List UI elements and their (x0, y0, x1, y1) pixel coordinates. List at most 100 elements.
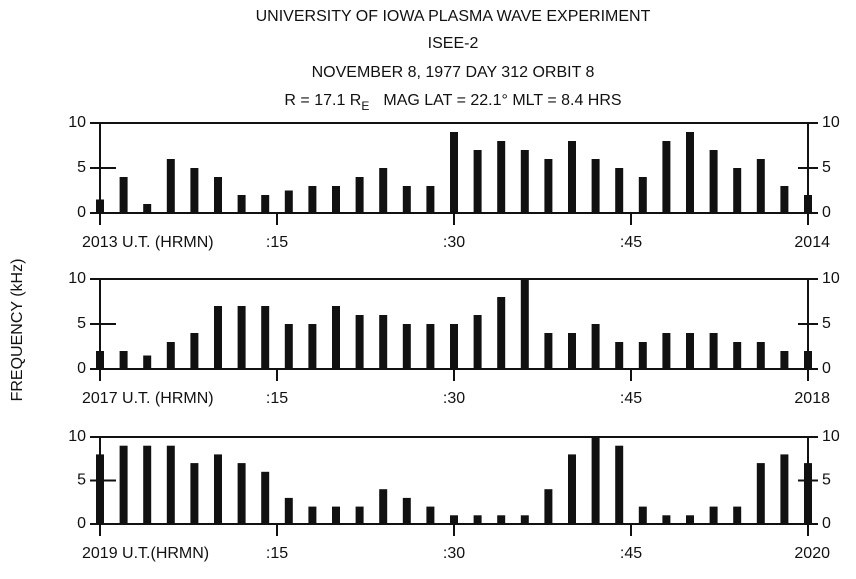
emission-streak (756, 463, 765, 524)
emission-streak (190, 463, 199, 524)
title: UNIVERSITY OF IOWA PLASMA WAVE EXPERIMEN… (256, 8, 651, 25)
emission-streak (804, 463, 812, 524)
emission-streak (332, 186, 340, 213)
emission-streak (426, 506, 435, 524)
emission-streak (497, 515, 506, 524)
emission-streak (143, 204, 152, 213)
emission-streak (166, 445, 175, 524)
emission-streak (450, 515, 458, 524)
x-tick-label: :45 (620, 234, 642, 251)
emission-streak (709, 333, 718, 369)
emission-streak (662, 333, 671, 369)
y-tick-label: 0 (77, 204, 86, 221)
emission-streak (379, 315, 388, 369)
x-tick-label: 2013 U.T. (HRMN) (82, 234, 214, 251)
x-tick-label: 2014 (794, 234, 830, 251)
emission-streak (709, 506, 718, 524)
emission-streak (355, 315, 364, 369)
emission-streak (379, 489, 388, 524)
subtitle: NOVEMBER 8, 1977 DAY 312 ORBIT 8 (312, 64, 595, 81)
y2-tick-label: 0 (822, 204, 831, 221)
emission-streak (190, 168, 199, 213)
emission-streak (733, 342, 742, 369)
x-tick-label: 2017 U.T. (HRMN) (82, 390, 214, 407)
emission-streak (780, 186, 789, 213)
emission-streak (591, 324, 600, 369)
emission-streak (544, 489, 553, 524)
subtitle: ISEE-2 (428, 35, 479, 52)
emission-streak (426, 324, 435, 369)
emission-streak (756, 342, 765, 369)
x-tick-label: 2018 (794, 390, 830, 407)
y2-tick-label: 5 (822, 472, 831, 489)
emission-streak (237, 463, 246, 524)
emission-streak (355, 177, 364, 213)
emission-streak (402, 324, 411, 369)
y-tick-label: 10 (68, 270, 86, 287)
x-tick-label: :15 (266, 545, 288, 562)
emission-streak (615, 342, 624, 369)
x-tick-label: :15 (266, 234, 288, 251)
emission-streak (355, 506, 364, 524)
emission-streak (332, 506, 340, 524)
emission-streak (96, 351, 104, 369)
emission-streak (214, 306, 222, 369)
y2-tick-label: 10 (822, 428, 840, 445)
plot-frame (99, 436, 809, 525)
x-tick-label: 2019 U.T.(HRMN) (82, 545, 209, 562)
emission-streak (214, 454, 222, 524)
emission-streak (733, 506, 742, 524)
y2-tick-label: 10 (822, 114, 840, 131)
emission-streak (143, 355, 152, 369)
emission-streak (119, 177, 128, 213)
emission-streak (473, 150, 482, 213)
emission-streak (473, 315, 482, 369)
y-axis-label: FREQUENCY (kHz) (9, 259, 26, 402)
emission-streak (261, 195, 270, 213)
emission-streak (284, 497, 293, 524)
emission-streak (544, 333, 553, 369)
orbit-text: MAG LAT = 22.1° MLT = 8.4 HRS (383, 92, 621, 109)
emission-streak (426, 186, 435, 213)
x-tick-label: :30 (443, 545, 465, 562)
emission-streak (520, 150, 529, 213)
y2-tick-label: 0 (822, 515, 831, 532)
emission-streak (662, 141, 671, 213)
orbit-text: R = 17.1 R (284, 92, 361, 109)
emission-streak (450, 132, 458, 213)
emission-streak (733, 168, 742, 213)
emission-streak (143, 445, 152, 524)
y2-tick-label: 5 (822, 315, 831, 332)
emission-streak (119, 351, 128, 369)
x-tick-label: :45 (620, 390, 642, 407)
emission-streak (237, 306, 246, 369)
emission-streak (615, 168, 624, 213)
emission-streak (709, 150, 718, 213)
emission-streak (284, 190, 293, 213)
emission-streak (473, 515, 482, 524)
emission-streak (804, 351, 812, 369)
y2-tick-label: 0 (822, 360, 831, 377)
emission-streak (214, 177, 222, 213)
emission-streak (237, 195, 246, 213)
emission-streak (686, 132, 694, 213)
emission-streak (756, 159, 765, 213)
emission-streak (520, 515, 529, 524)
emission-streak (308, 506, 317, 524)
x-tick-label: :45 (620, 545, 642, 562)
emission-streak (497, 297, 506, 369)
emission-streak (520, 279, 529, 369)
emission-streak (591, 159, 600, 213)
emission-streak (568, 141, 576, 213)
emission-streak (119, 445, 128, 524)
x-tick-label: 2020 (794, 545, 830, 562)
y-tick-label: 0 (77, 360, 86, 377)
y2-tick-label: 5 (822, 159, 831, 176)
emission-streak (261, 471, 270, 524)
emission-streak (780, 454, 789, 524)
emission-streak (332, 306, 340, 369)
emission-streak (284, 324, 293, 369)
emission-streak (686, 333, 694, 369)
y-tick-label: 0 (77, 515, 86, 532)
emission-streak (190, 333, 199, 369)
